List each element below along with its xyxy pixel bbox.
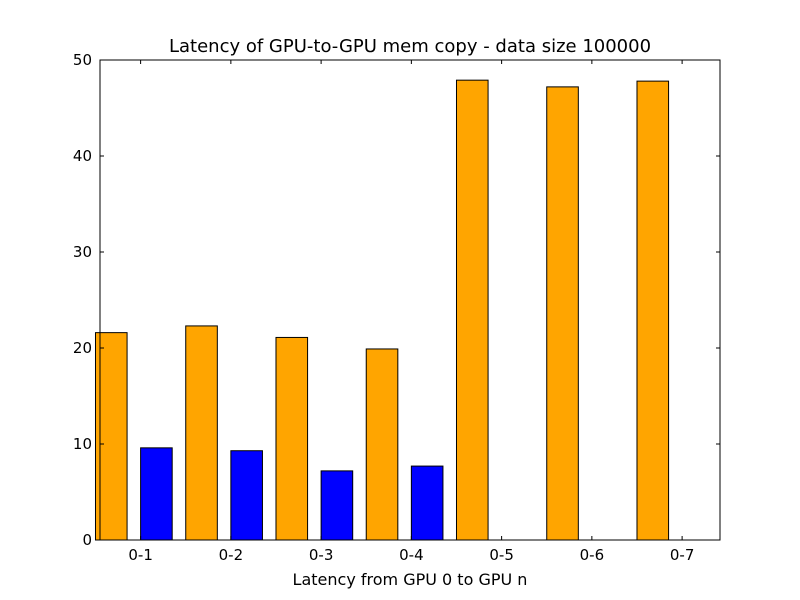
- bar-0-1-series-1: [94, 332, 128, 541]
- bar-0-3-series-1: [275, 336, 309, 541]
- y-tick-label: 40: [73, 147, 92, 165]
- plot-frame: [99, 59, 721, 541]
- x-axis-ticks: 0-1 0-2 0-3 0-4 0-5 0-6 0-7: [128, 60, 694, 564]
- x-axis-label: Latency from GPU 0 to GPU n: [293, 570, 528, 589]
- x-tick-label: 0-4: [399, 546, 424, 564]
- bars-group: [94, 79, 670, 541]
- bar-0-3-series-2: [320, 470, 354, 541]
- y-tick-label: 30: [73, 243, 92, 261]
- x-tick-label: 0-6: [580, 546, 605, 564]
- x-tick-label: 0-3: [309, 546, 334, 564]
- y-tick-label: 20: [73, 339, 92, 357]
- bar-0-2-series-1: [185, 325, 218, 541]
- bar-0-2-series-2: [230, 450, 263, 541]
- bar-0-6-series-1: [546, 86, 579, 541]
- y-tick-label: 50: [73, 51, 92, 69]
- x-tick-label: 0-1: [128, 546, 153, 564]
- bar-0-7-series-1: [636, 80, 670, 541]
- bar-0-1-series-2: [140, 447, 173, 541]
- y-tick-label: 10: [73, 435, 92, 453]
- bar-0-5-series-1: [455, 79, 489, 541]
- bar-0-4-series-2: [410, 465, 444, 541]
- x-tick-label: 0-5: [489, 546, 514, 564]
- x-tick-label: 0-2: [219, 546, 244, 564]
- y-axis-ticks: 0 10 20 30 40 50: [73, 51, 720, 549]
- x-tick-label: 0-7: [670, 546, 695, 564]
- chart-title: Latency of GPU-to-GPU mem copy - data si…: [169, 36, 651, 57]
- bar-0-4-series-1: [365, 348, 399, 541]
- y-tick-label: 0: [82, 531, 92, 549]
